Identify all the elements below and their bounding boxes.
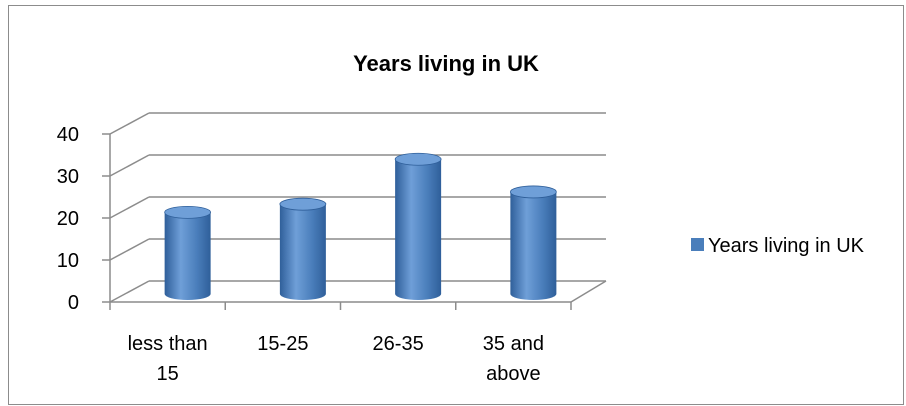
category-label-0-line-1: 15: [157, 363, 179, 385]
y-tick-label-40: 40: [57, 124, 79, 146]
category-label-0-line-0: less than: [128, 333, 208, 355]
bar-top-1: [279, 197, 327, 211]
legend: Years living in UK: [691, 235, 865, 257]
chart-container: Years living in UK 0 10 20 30 40 less than 15…: [8, 5, 904, 405]
chart-title: Years living in UK: [353, 51, 539, 76]
bar-3: [509, 185, 557, 300]
gridline-side-40: [109, 112, 150, 135]
category-label-1-line-0: 15-25: [257, 333, 308, 355]
bar-1: [279, 197, 327, 300]
legend-swatch: [691, 238, 704, 251]
y-tick-label-10: 10: [57, 250, 79, 272]
chart-svg: Years living in UK 0 10 20 30 40 less than 15…: [57, 51, 865, 385]
category-label-3-line-1: above: [486, 363, 541, 385]
y-tick-label-30: 30: [57, 166, 79, 188]
bar-top-0: [164, 205, 212, 219]
category-label-3-line-0: 35 and: [483, 333, 544, 355]
bar-body-2: [395, 159, 442, 300]
y-axis-ticks: 0 10 20 30 40: [57, 124, 79, 314]
y-tick-label-0: 0: [68, 292, 79, 314]
gridline-side-30: [109, 154, 150, 177]
grid-layer: [102, 112, 607, 310]
bar-body-0: [164, 212, 211, 300]
floor-right-edge: [570, 280, 607, 303]
legend-label: Years living in UK: [708, 235, 865, 257]
bar-0: [164, 205, 212, 300]
bar-top-2: [394, 152, 442, 166]
bar-2: [394, 152, 442, 300]
gridline-side-0: [109, 280, 150, 303]
category-label-2-line-0: 26-35: [373, 333, 424, 355]
bars-layer: [164, 152, 557, 300]
x-axis-categories: less than 15 15-25 26-35 35 and above: [128, 333, 544, 385]
gridline-side-20: [109, 196, 150, 219]
y-tick-label-20: 20: [57, 208, 79, 230]
bar-body-3: [510, 191, 557, 300]
bar-body-1: [279, 204, 326, 300]
gridline-side-10: [109, 238, 150, 261]
bar-top-3: [509, 185, 557, 199]
